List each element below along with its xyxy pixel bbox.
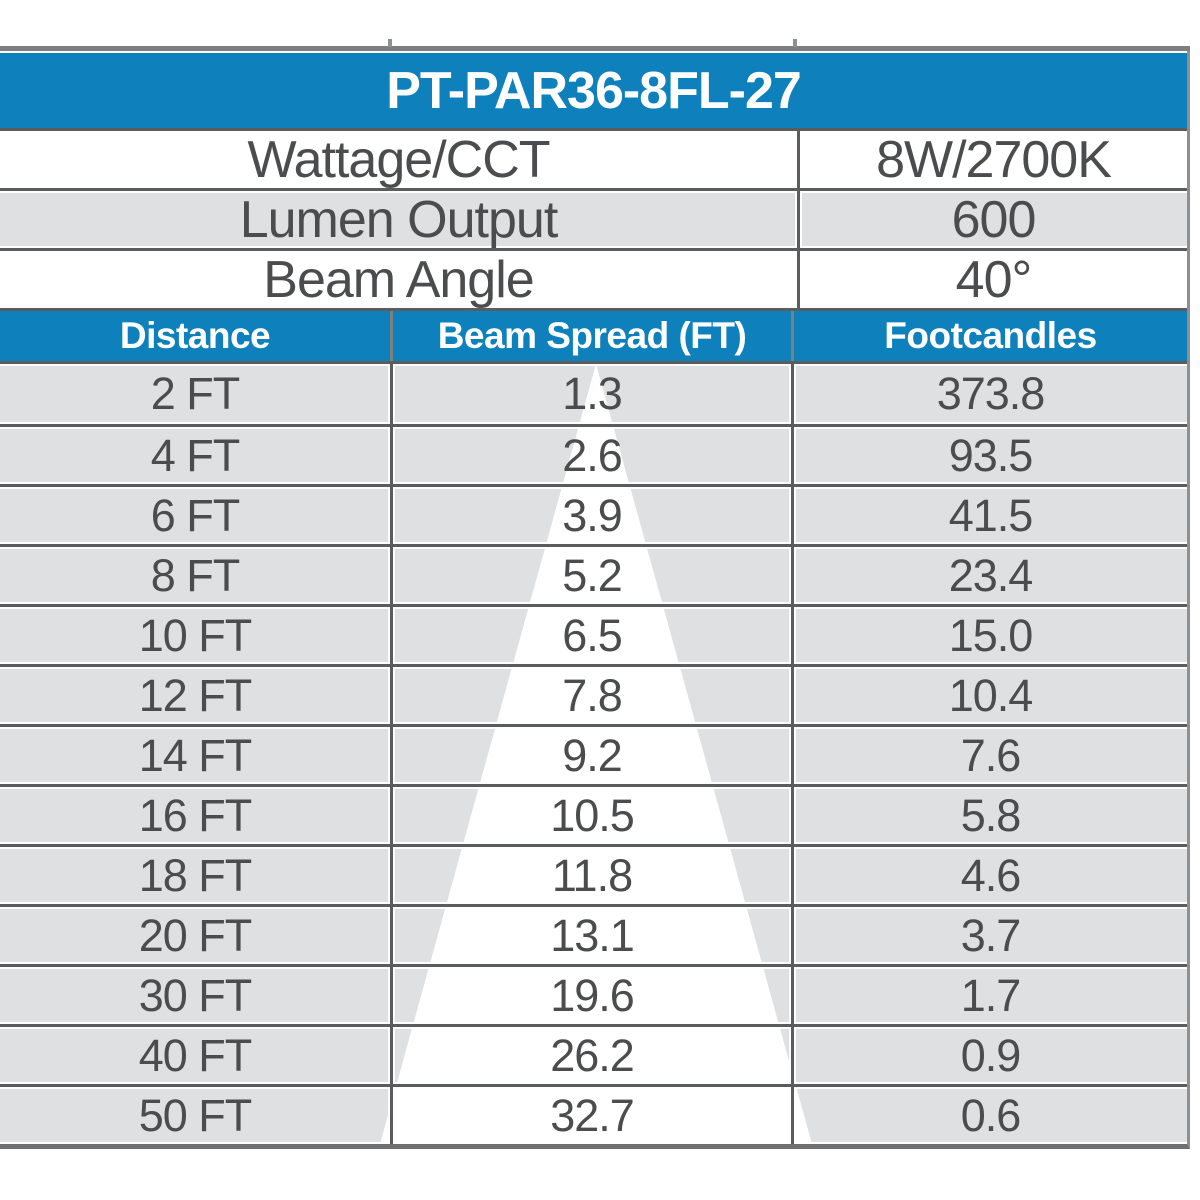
beam-spread-cell: 10.5 xyxy=(390,787,794,844)
table-row: 2 FT 1.3 373.8 xyxy=(0,364,1187,424)
beam-spread-cell: 1.3 xyxy=(390,364,794,424)
footcandles-cell: 15.0 xyxy=(794,607,1187,664)
table-row: 6 FT 3.9 41.5 xyxy=(0,484,1187,544)
footcandles-cell: 0.9 xyxy=(794,1027,1187,1084)
distance-cell: 30 FT xyxy=(0,967,390,1024)
table-row: 16 FT 10.5 5.8 xyxy=(0,784,1187,844)
distance-cell: 18 FT xyxy=(0,847,390,904)
distance-cell: 8 FT xyxy=(0,547,390,604)
table-row: 18 FT 11.8 4.6 xyxy=(0,844,1187,904)
column-header-beam-spread: Beam Spread (FT) xyxy=(390,311,794,361)
beam-spread-cell: 3.9 xyxy=(390,487,794,544)
table-row: 40 FT 26.2 0.9 xyxy=(0,1024,1187,1084)
distance-cell: 16 FT xyxy=(0,787,390,844)
spec-row-beam-angle: Beam Angle 40° xyxy=(0,248,1187,309)
footcandles-cell: 1.7 xyxy=(794,967,1187,1024)
beam-spread-cell: 5.2 xyxy=(390,547,794,604)
column-header-distance: Distance xyxy=(119,315,271,356)
table-row: 8 FT 5.2 23.4 xyxy=(0,544,1187,604)
distance-cell: 12 FT xyxy=(0,667,390,724)
footcandles-cell: 3.7 xyxy=(794,907,1187,964)
table-row: 30 FT 19.6 1.7 xyxy=(0,964,1187,1024)
footcandles-cell: 10.4 xyxy=(794,667,1187,724)
footcandles-cell: 23.4 xyxy=(794,547,1187,604)
distance-cell: 40 FT xyxy=(0,1027,390,1084)
spec-value: 600 xyxy=(797,191,1187,249)
beam-spread-cell: 26.2 xyxy=(390,1027,794,1084)
distance-cell: 4 FT xyxy=(0,427,390,484)
product-model-title: PT-PAR36-8FL-27 xyxy=(386,61,802,120)
column-header-footcandles: Footcandles xyxy=(884,315,1097,356)
distance-cell: 20 FT xyxy=(0,907,390,964)
table-row: 20 FT 13.1 3.7 xyxy=(0,904,1187,964)
footcandles-cell: 41.5 xyxy=(794,487,1187,544)
cropped-table-top-border xyxy=(0,46,1190,51)
distance-cell: 6 FT xyxy=(0,487,390,544)
table-row: 4 FT 2.6 93.5 xyxy=(0,424,1187,484)
spec-row-lumen-output: Lumen Output 600 xyxy=(0,188,1187,249)
table-row: 14 FT 9.2 7.6 xyxy=(0,724,1187,784)
spec-label: Beam Angle xyxy=(0,251,797,309)
footcandles-cell: 0.6 xyxy=(794,1087,1187,1144)
cropped-border-remnant xyxy=(388,39,392,47)
beam-spread-cell: 32.7 xyxy=(390,1087,794,1144)
beam-spread-cell: 19.6 xyxy=(390,967,794,1024)
product-title-bar: PT-PAR36-8FL-27 xyxy=(0,51,1187,128)
spec-row-wattage: Wattage/CCT 8W/2700K xyxy=(0,128,1187,189)
beam-spread-cell: 6.5 xyxy=(390,607,794,664)
beam-spread-cell: 9.2 xyxy=(390,727,794,784)
spec-value: 8W/2700K xyxy=(797,131,1187,189)
spec-label: Wattage/CCT xyxy=(0,131,797,189)
photometric-table: PT-PAR36-8FL-27 Wattage/CCT 8W/2700K Lum… xyxy=(0,51,1190,1149)
beam-spread-cell: 2.6 xyxy=(390,427,794,484)
spec-label: Lumen Output xyxy=(0,191,797,249)
beam-spread-cell: 13.1 xyxy=(390,907,794,964)
footcandles-cell: 5.8 xyxy=(794,787,1187,844)
beam-spread-cell: 7.8 xyxy=(390,667,794,724)
beam-spread-cell: 11.8 xyxy=(390,847,794,904)
distance-cell: 2 FT xyxy=(0,364,390,424)
column-header-row: Distance Beam Spread (FT) Footcandles xyxy=(0,308,1187,361)
table-row: 10 FT 6.5 15.0 xyxy=(0,604,1187,664)
table-row: 50 FT 32.7 0.6 xyxy=(0,1084,1187,1144)
distance-cell: 10 FT xyxy=(0,607,390,664)
footcandles-cell: 93.5 xyxy=(794,427,1187,484)
distance-cell: 14 FT xyxy=(0,727,390,784)
footcandles-cell: 7.6 xyxy=(794,727,1187,784)
cropped-border-remnant xyxy=(793,39,797,47)
footcandles-cell: 373.8 xyxy=(794,364,1187,424)
footcandles-cell: 4.6 xyxy=(794,847,1187,904)
spec-value: 40° xyxy=(797,251,1187,309)
distance-cell: 50 FT xyxy=(0,1087,390,1144)
table-row: 12 FT 7.8 10.4 xyxy=(0,664,1187,724)
photometric-data-section: 2 FT 1.3 373.8 4 FT 2.6 93.5 6 FT 3.9 41… xyxy=(0,361,1187,1144)
